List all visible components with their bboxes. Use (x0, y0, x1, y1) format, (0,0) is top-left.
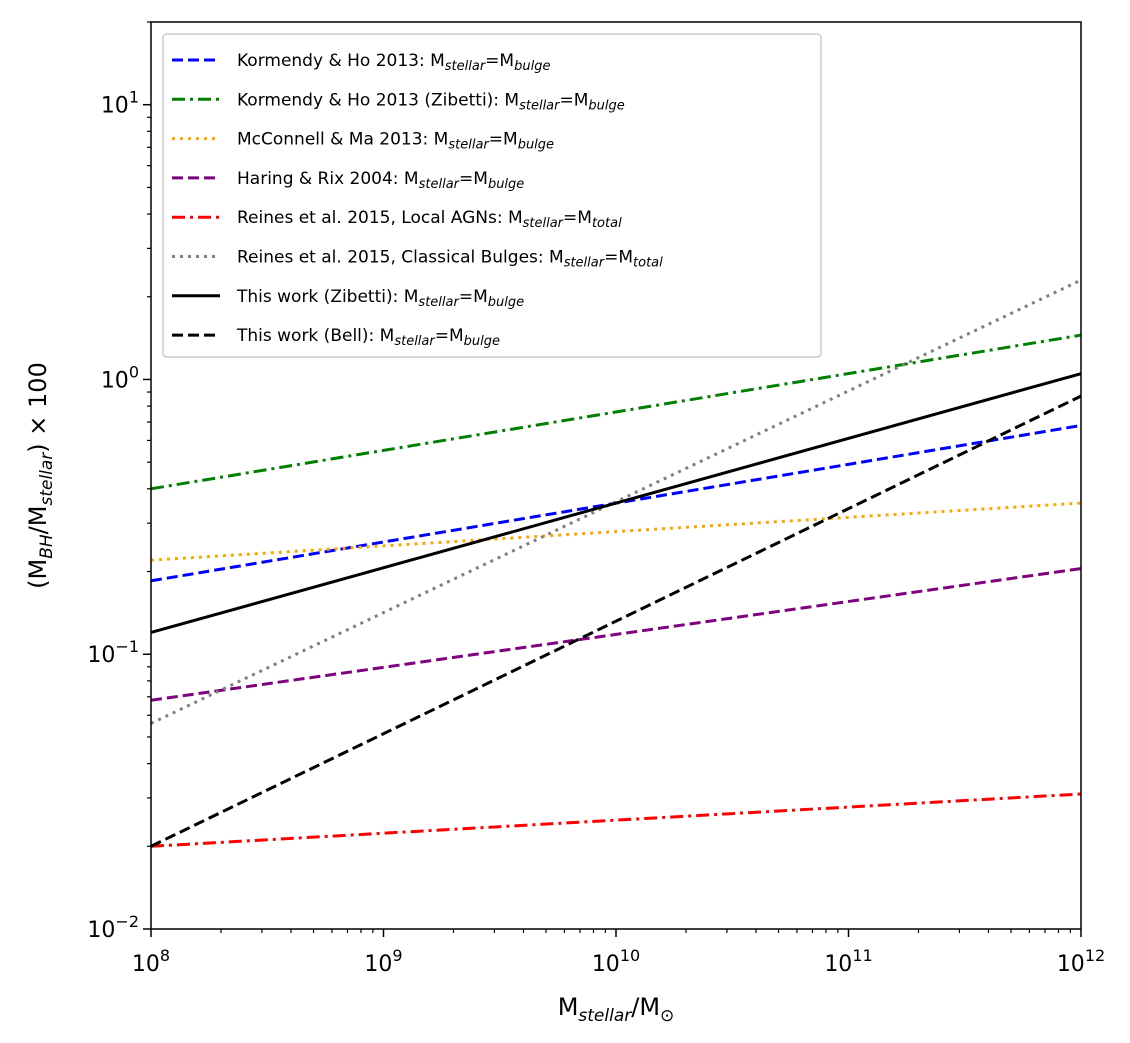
series-line-4 (151, 567, 1081, 702)
x-tick-label: 109 (364, 946, 402, 977)
y-axis-title: (MBH/Mstellar) × 100 (24, 362, 57, 589)
legend-label-3: McConnell & Ma 2013: Mstellar=Mbulge (237, 130, 554, 153)
legend-label-6: Reines et al. 2015, Classical Bulges: Ms… (237, 248, 663, 271)
series-line-8 (151, 394, 1081, 848)
series-line-7 (151, 372, 1081, 634)
series-line-2 (151, 333, 1081, 491)
x-tick-label: 1011 (824, 946, 872, 977)
legend-label-2: Kormendy & Ho 2013 (Zibetti): Mstellar=M… (237, 90, 625, 113)
legend-label-5: Reines et al. 2015, Local AGNs: Mstellar… (237, 208, 622, 231)
y-tick-label: 100 (101, 362, 139, 393)
x-tick-label: 1010 (592, 946, 640, 977)
series-line-3 (151, 501, 1081, 562)
legend-box (162, 33, 822, 358)
y-tick-label: 10−2 (87, 912, 139, 943)
x-tick-label: 1012 (1057, 946, 1105, 977)
series-line-6 (151, 278, 1081, 725)
y-tick-label: 101 (101, 88, 139, 119)
legend-label-7: This work (Zibetti): Mstellar=Mbulge (236, 287, 524, 310)
x-tick-label: 108 (132, 946, 170, 977)
legend-label-4: Haring & Rix 2004: Mstellar=Mbulge (237, 169, 524, 192)
y-tick-label: 10−1 (87, 637, 139, 668)
legend-label-8: This work (Bell): Mstellar=Mbulge (236, 326, 500, 349)
x-axis-title: Mstellar/M⊙ (558, 993, 675, 1026)
legend-label-1: Kormendy & Ho 2013: Mstellar=Mbulge (237, 51, 550, 74)
